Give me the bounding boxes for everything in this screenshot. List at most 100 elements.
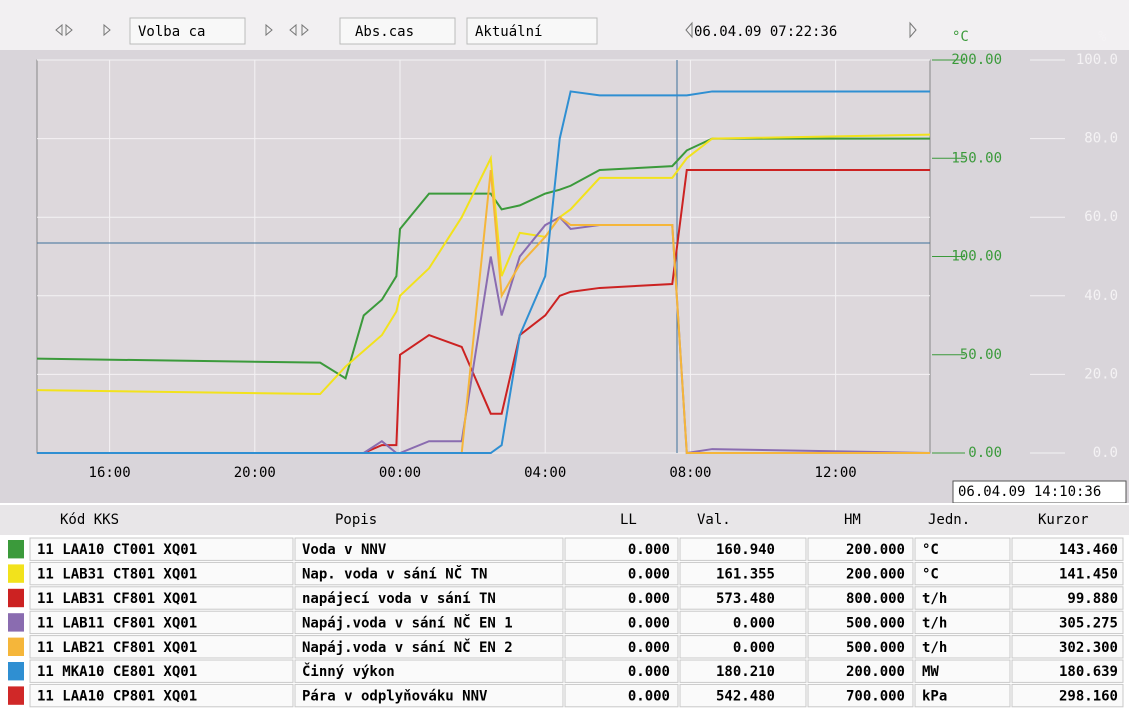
cell-text: 700.000 — [846, 689, 905, 705]
cell-text: MW — [922, 664, 939, 680]
column-header: Kurzor — [1038, 512, 1089, 528]
cell-text: 0.000 — [628, 640, 670, 656]
cell — [564, 561, 679, 586]
cell-text: 305.275 — [1059, 615, 1118, 631]
swatch — [8, 686, 24, 705]
cell-text: 200.000 — [846, 542, 905, 558]
column-header: LL — [620, 512, 637, 528]
icon — [103, 23, 111, 37]
cell-text: t/h — [922, 640, 947, 656]
cell-text: 0.000 — [628, 615, 670, 631]
cell-text: t/h — [922, 615, 947, 631]
cell — [1011, 610, 1124, 635]
cell — [807, 610, 914, 635]
cell-text: 180.639 — [1059, 664, 1118, 680]
x-tick-label: 20:00 — [234, 465, 276, 481]
y2-tick-label: 80.0 — [1084, 131, 1118, 147]
cell-text: 200.000 — [846, 664, 905, 680]
cell — [679, 683, 807, 708]
cell-text: Nap. voda v sání NČ TN — [302, 565, 487, 583]
cell-text: 0.000 — [733, 640, 775, 656]
cell-text: 11 LAB21 CF801 XQ01 — [37, 640, 197, 656]
cell-text: 11 LAB11 CF801 XQ01 — [37, 615, 197, 631]
cell-text: Voda v NNV — [302, 542, 387, 558]
x-tick-label: 04:00 — [524, 465, 566, 481]
cell — [679, 537, 807, 561]
cell-text: t/h — [922, 591, 947, 607]
button[interactable] — [339, 17, 456, 45]
cell — [914, 683, 1011, 708]
cell-text: 0.000 — [628, 542, 670, 558]
y-tick-label: 150.00 — [951, 150, 1002, 166]
swatch — [8, 613, 24, 632]
cell — [807, 537, 914, 561]
series-line — [36, 137, 930, 380]
cell — [294, 537, 564, 561]
cell-text: 302.300 — [1059, 640, 1118, 656]
y-tick-label: 200.00 — [951, 52, 1002, 68]
swatch — [8, 540, 24, 559]
y2-unit: % — [1098, 29, 1107, 45]
cell-text: Činný výkon — [302, 662, 395, 680]
cell-text: °C — [922, 567, 939, 583]
cell — [29, 659, 294, 683]
cell — [29, 610, 294, 635]
cell-text: kPa — [922, 689, 947, 705]
cell — [564, 683, 679, 708]
button[interactable] — [466, 17, 598, 45]
icon — [289, 23, 297, 37]
y-tick-label: 0.00 — [968, 445, 1002, 461]
cell — [914, 561, 1011, 586]
series-line — [37, 90, 930, 454]
cell-text: 161.355 — [716, 567, 775, 583]
cell — [914, 635, 1011, 659]
cell-text: Pára v odplyňováku NNV — [302, 689, 488, 705]
cell — [29, 683, 294, 708]
cell — [294, 683, 564, 708]
cell — [1011, 537, 1124, 561]
cell-text: 11 LAA10 CT001 XQ01 — [37, 542, 197, 558]
column-header: Popis — [335, 512, 377, 528]
cell-text: 143.460 — [1059, 542, 1118, 558]
y2-tick-label: 20.0 — [1084, 366, 1118, 382]
cell-text: Napáj.voda v sání NČ EN 1 — [302, 613, 513, 631]
cell — [679, 635, 807, 659]
button-label[interactable]: Abs.cas — [355, 24, 414, 40]
y2-tick-label: 40.0 — [1084, 288, 1118, 304]
cell — [564, 659, 679, 683]
cell — [807, 659, 914, 683]
cell — [29, 635, 294, 659]
y-unit: °C — [952, 29, 969, 45]
cell — [1011, 561, 1124, 586]
table: Kód KKS Popis LL Val. HM Jedn. Kurzor 11 LAA10 … — [0, 503, 1129, 711]
series-line — [36, 133, 931, 396]
cell-text: 11 LAB31 CF801 XQ01 — [37, 591, 197, 607]
cell-text: 180.210 — [716, 664, 775, 680]
x-tick-label: 08:00 — [669, 465, 711, 481]
cell — [294, 659, 564, 683]
cell-text: 200.000 — [846, 567, 905, 583]
cell — [294, 561, 564, 586]
swatch — [8, 588, 24, 608]
cell — [294, 586, 564, 610]
cell — [807, 683, 914, 708]
cell-text: 141.450 — [1059, 567, 1118, 583]
swatch — [8, 564, 24, 583]
icon — [301, 23, 309, 37]
swatch — [8, 637, 24, 656]
column-header: Jedn. — [928, 512, 970, 528]
cell — [294, 635, 564, 659]
y-tick-label: 100.00 — [951, 249, 1002, 265]
column-header: Val. — [697, 512, 731, 528]
cell-text: °C — [922, 542, 939, 558]
column-header: Kód KKS — [60, 512, 119, 528]
cell-text: 0.000 — [733, 615, 775, 631]
y2-tick-label: 0.0 — [1093, 445, 1118, 461]
cell-text: 160.940 — [716, 542, 775, 558]
button-label[interactable]: Volba ca — [138, 24, 205, 40]
button[interactable] — [129, 17, 246, 45]
y2-tick-label: 100.0 — [1076, 52, 1118, 68]
button-label[interactable]: Aktuální — [475, 24, 542, 40]
cell — [564, 537, 679, 561]
toolbar-icons — [55, 21, 917, 39]
